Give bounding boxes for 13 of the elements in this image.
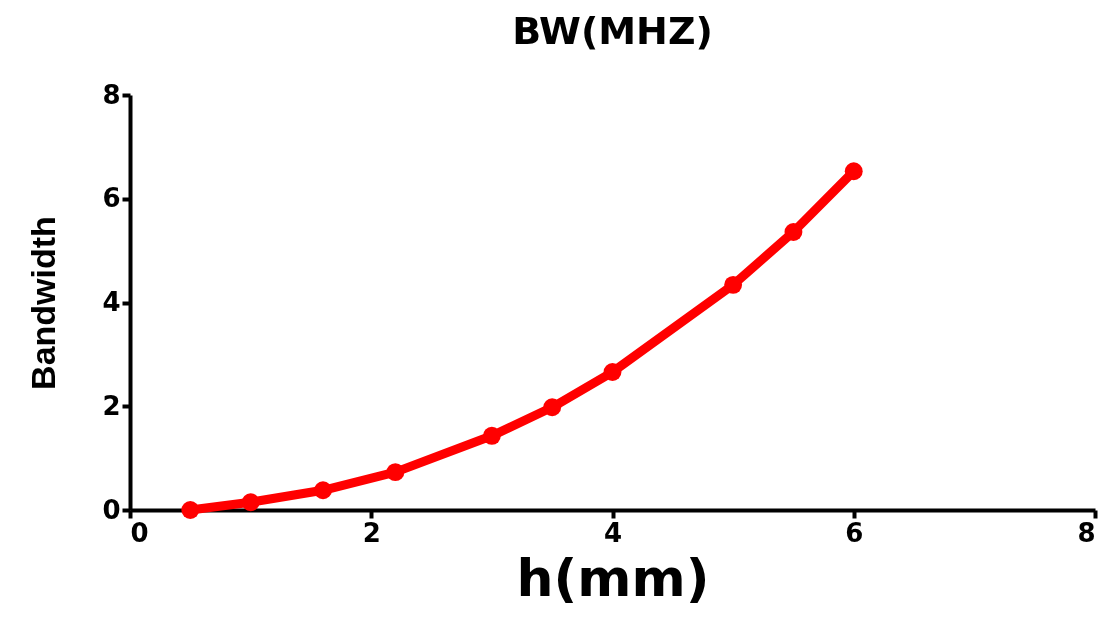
y-tick-label: 6 (102, 183, 121, 214)
y-axis-title: Bandwidth (24, 216, 63, 390)
x-tick-label: 4 (603, 517, 623, 548)
x-tick-label: 0 (130, 517, 149, 548)
x-tick-label: 8 (1077, 517, 1096, 548)
y-tick-label: 0 (102, 494, 121, 525)
x-axis-title: h(mm) (516, 547, 710, 608)
y-tick-label: 2 (102, 390, 121, 421)
y-tick-label: 8 (102, 79, 121, 110)
x-tick-label: 6 (845, 517, 864, 548)
y-tick-label: 4 (102, 287, 121, 317)
x-tick-label: 2 (362, 517, 381, 548)
chart-title: BW(MHZ) (512, 9, 713, 53)
